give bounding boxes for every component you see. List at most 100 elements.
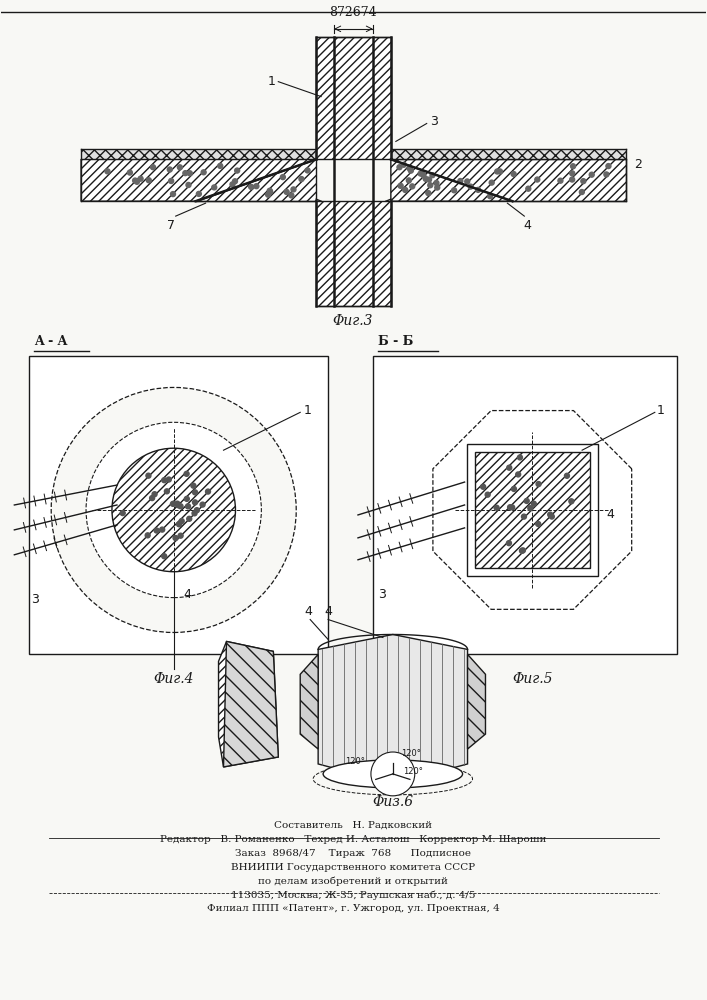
Circle shape [409, 168, 414, 173]
Circle shape [134, 179, 139, 184]
Circle shape [570, 177, 575, 182]
Text: 120°: 120° [345, 757, 365, 766]
Polygon shape [300, 654, 318, 749]
Circle shape [187, 171, 192, 176]
Polygon shape [81, 159, 316, 201]
Circle shape [191, 483, 196, 488]
Circle shape [184, 471, 189, 476]
Circle shape [192, 490, 197, 495]
Circle shape [162, 478, 167, 483]
Text: Φиг.5: Φиг.5 [512, 672, 553, 686]
Circle shape [183, 171, 188, 176]
Text: 4: 4 [523, 219, 531, 232]
Circle shape [305, 168, 310, 173]
Polygon shape [391, 159, 513, 201]
Circle shape [268, 189, 273, 194]
Circle shape [267, 188, 272, 193]
Circle shape [606, 164, 611, 169]
Circle shape [187, 516, 192, 521]
Circle shape [494, 505, 499, 510]
Circle shape [299, 177, 304, 182]
Circle shape [160, 527, 165, 532]
Ellipse shape [323, 760, 462, 788]
Text: Заказ  8968/47    Тираж  768      Подписное: Заказ 8968/47 Тираж 768 Подписное [235, 849, 471, 858]
Circle shape [185, 496, 189, 501]
Circle shape [166, 477, 171, 482]
Circle shape [464, 179, 469, 184]
Circle shape [452, 188, 457, 193]
Circle shape [520, 548, 525, 553]
Circle shape [169, 178, 174, 183]
Circle shape [421, 173, 426, 178]
Circle shape [178, 504, 183, 509]
Circle shape [179, 519, 185, 524]
Circle shape [397, 165, 402, 170]
Circle shape [281, 175, 286, 180]
Text: по делам изобретений и открытий: по делам изобретений и открытий [258, 877, 448, 886]
Circle shape [518, 455, 522, 460]
Circle shape [146, 473, 151, 478]
Circle shape [206, 489, 211, 494]
Text: 1: 1 [657, 404, 665, 417]
Circle shape [495, 169, 500, 174]
Text: 3: 3 [378, 588, 386, 601]
Circle shape [579, 190, 585, 195]
Circle shape [511, 172, 516, 176]
Circle shape [127, 170, 132, 175]
Polygon shape [467, 444, 598, 576]
Circle shape [254, 184, 259, 189]
Circle shape [564, 473, 569, 478]
Circle shape [86, 422, 262, 598]
Circle shape [426, 177, 431, 182]
Circle shape [522, 514, 527, 519]
Circle shape [398, 183, 403, 188]
Circle shape [173, 535, 178, 540]
Circle shape [515, 472, 520, 477]
Polygon shape [81, 149, 316, 159]
Text: 4: 4 [304, 605, 312, 618]
Circle shape [51, 387, 296, 632]
Circle shape [138, 176, 143, 181]
Text: 113035, Москва, Ж-35, Раушская наб., д. 4/5: 113035, Москва, Ж-35, Раушская наб., д. … [230, 890, 475, 900]
Circle shape [569, 499, 574, 504]
Text: Редактор   В. Романенко   Техред И. Асталош   Корректор М. Шароши: Редактор В. Романенко Техред И. Асталош … [160, 835, 547, 844]
Circle shape [186, 182, 191, 187]
Text: A - A: A - A [34, 335, 68, 348]
Circle shape [284, 189, 289, 194]
Circle shape [589, 172, 594, 177]
Circle shape [528, 506, 533, 511]
Circle shape [410, 184, 415, 189]
Circle shape [175, 501, 180, 506]
Text: ВНИИПИ Государственного комитета СССР: ВНИИПИ Государственного комитета СССР [231, 863, 475, 872]
Polygon shape [218, 641, 279, 767]
Circle shape [170, 501, 175, 506]
Text: 872674: 872674 [329, 6, 377, 19]
Circle shape [403, 187, 408, 192]
Circle shape [168, 167, 173, 172]
Text: Φиг.3: Φиг.3 [333, 314, 373, 328]
Circle shape [531, 501, 537, 506]
Circle shape [230, 182, 235, 187]
Polygon shape [467, 654, 486, 749]
Circle shape [426, 191, 431, 196]
Text: Б - Б: Б - Б [378, 335, 414, 348]
Circle shape [197, 191, 201, 196]
Circle shape [526, 186, 531, 191]
Circle shape [536, 482, 541, 487]
Circle shape [418, 171, 423, 176]
Polygon shape [391, 159, 626, 201]
Circle shape [133, 178, 138, 183]
Circle shape [178, 533, 183, 538]
Circle shape [489, 180, 494, 185]
Circle shape [558, 178, 563, 183]
Circle shape [434, 180, 439, 185]
Circle shape [507, 465, 512, 470]
Circle shape [430, 173, 435, 178]
Circle shape [520, 548, 525, 553]
Circle shape [435, 185, 440, 190]
Text: 1: 1 [267, 75, 275, 88]
Circle shape [549, 514, 554, 519]
Circle shape [162, 554, 167, 559]
Text: Φиз.6: Φиз.6 [373, 795, 414, 809]
Circle shape [423, 176, 428, 181]
